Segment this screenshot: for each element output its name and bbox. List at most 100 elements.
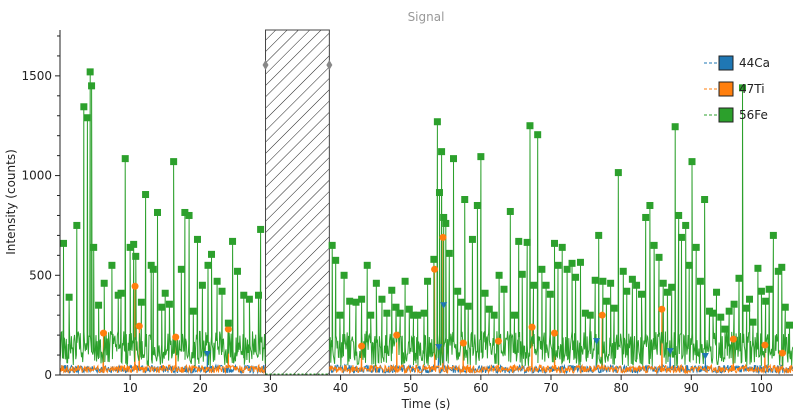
data-point-56fe xyxy=(336,311,344,319)
data-point-56fe xyxy=(610,304,618,312)
x-tick-label: 50 xyxy=(403,381,418,395)
x-tick-label: 20 xyxy=(193,381,208,395)
data-point-56fe xyxy=(633,281,641,289)
data-point-56fe xyxy=(95,301,103,309)
data-point-47ti xyxy=(358,342,366,350)
data-point-56fe xyxy=(468,235,476,243)
data-point-56fe xyxy=(515,237,523,245)
data-point-56fe xyxy=(153,208,161,216)
legend-item-56fe[interactable]: 56Fe xyxy=(704,107,768,123)
data-point-56fe xyxy=(454,287,462,295)
data-point-56fe xyxy=(73,221,81,229)
data-point-56fe xyxy=(619,267,627,275)
data-point-56fe xyxy=(86,68,94,76)
data-point-56fe xyxy=(765,285,773,293)
x-tick-label: 80 xyxy=(614,381,629,395)
data-point-56fe xyxy=(401,277,409,285)
data-point-56fe xyxy=(233,267,241,275)
data-point-56fe xyxy=(769,231,777,239)
data-point-56fe xyxy=(185,211,193,219)
data-point-56fe xyxy=(405,305,413,313)
data-point-56fe xyxy=(165,300,173,308)
legend-swatch xyxy=(718,81,734,97)
data-point-56fe xyxy=(688,158,696,166)
data-point-56fe xyxy=(725,307,733,315)
x-tick-label: 10 xyxy=(123,381,138,395)
data-point-47ti xyxy=(393,331,401,339)
data-point-56fe xyxy=(218,287,226,295)
y-tick-label: 1500 xyxy=(21,69,52,83)
data-point-47ti xyxy=(761,341,769,349)
x-tick-label: 70 xyxy=(543,381,558,395)
data-point-56fe xyxy=(430,255,438,263)
data-point-56fe xyxy=(367,311,375,319)
x-tick-label: 30 xyxy=(263,381,278,395)
data-point-56fe xyxy=(142,191,150,199)
data-point-56fe xyxy=(677,233,685,241)
data-point-56fe xyxy=(121,155,129,163)
data-point-56fe xyxy=(352,298,360,306)
data-point-56fe xyxy=(473,201,481,209)
legend-label: 44Ca xyxy=(739,56,770,70)
data-point-56fe xyxy=(663,288,671,296)
data-point-56fe xyxy=(526,122,534,130)
data-point-56fe xyxy=(595,231,603,239)
data-point-56fe xyxy=(675,211,683,219)
y-tick-label: 1000 xyxy=(21,169,52,183)
data-point-44ca xyxy=(203,351,211,358)
excluded-region[interactable] xyxy=(265,29,330,376)
data-point-56fe xyxy=(650,241,658,249)
data-point-56fe xyxy=(576,258,584,266)
data-point-47ti xyxy=(729,335,737,343)
legend-label: 56Fe xyxy=(739,108,768,122)
legend-item-44ca[interactable]: 44Ca xyxy=(704,55,770,71)
data-point-56fe xyxy=(438,148,446,156)
region-right-handle[interactable] xyxy=(326,60,333,70)
data-point-56fe xyxy=(607,279,615,287)
data-point-56fe xyxy=(738,84,746,92)
y-tick-label: 0 xyxy=(44,368,52,382)
data-point-56fe xyxy=(757,287,765,295)
data-point-56fe xyxy=(477,153,485,161)
data-point-56fe xyxy=(743,304,751,312)
data-point-56fe xyxy=(586,311,594,319)
data-point-44ca xyxy=(435,344,443,351)
data-point-56fe xyxy=(735,274,743,282)
legend-swatch xyxy=(718,55,734,71)
data-point-47ti xyxy=(431,265,439,273)
data-point-56fe xyxy=(637,290,645,298)
data-point-47ti xyxy=(494,337,502,345)
data-point-56fe xyxy=(240,291,248,299)
legend: 44Ca 47Ti 56Fe xyxy=(704,55,770,123)
data-point-44ca xyxy=(593,338,601,345)
data-point-44ca xyxy=(666,348,674,355)
legend-label: 47Ti xyxy=(739,82,765,96)
data-point-56fe xyxy=(83,114,91,122)
legend-item-47ti[interactable]: 47Ti xyxy=(704,81,765,97)
data-point-56fe xyxy=(108,261,116,269)
data-point-47ti xyxy=(459,339,467,347)
data-point-56fe xyxy=(461,196,469,204)
data-point-56fe xyxy=(506,207,514,215)
region-left-handle[interactable] xyxy=(262,60,269,70)
data-point-56fe xyxy=(90,243,98,251)
data-point-56fe xyxy=(701,196,709,204)
data-point-56fe xyxy=(749,318,757,326)
data-point-47ti xyxy=(551,329,559,337)
data-point-56fe xyxy=(542,281,550,289)
data-point-47ti xyxy=(439,233,447,241)
x-tick-label: 60 xyxy=(473,381,488,395)
data-point-56fe xyxy=(435,189,443,197)
data-point-56fe xyxy=(568,259,576,267)
data-point-56fe xyxy=(442,219,450,227)
data-point-56fe xyxy=(591,276,599,284)
y-axis-label: Intensity (counts) xyxy=(4,149,18,255)
data-point-56fe xyxy=(208,250,216,258)
data-point-56fe xyxy=(671,123,679,131)
data-point-56fe xyxy=(696,277,704,285)
data-point-56fe xyxy=(778,263,786,271)
data-point-56fe xyxy=(60,239,68,247)
data-point-56fe xyxy=(392,303,400,311)
data-point-56fe xyxy=(481,289,489,297)
data-point-56fe xyxy=(383,309,391,317)
